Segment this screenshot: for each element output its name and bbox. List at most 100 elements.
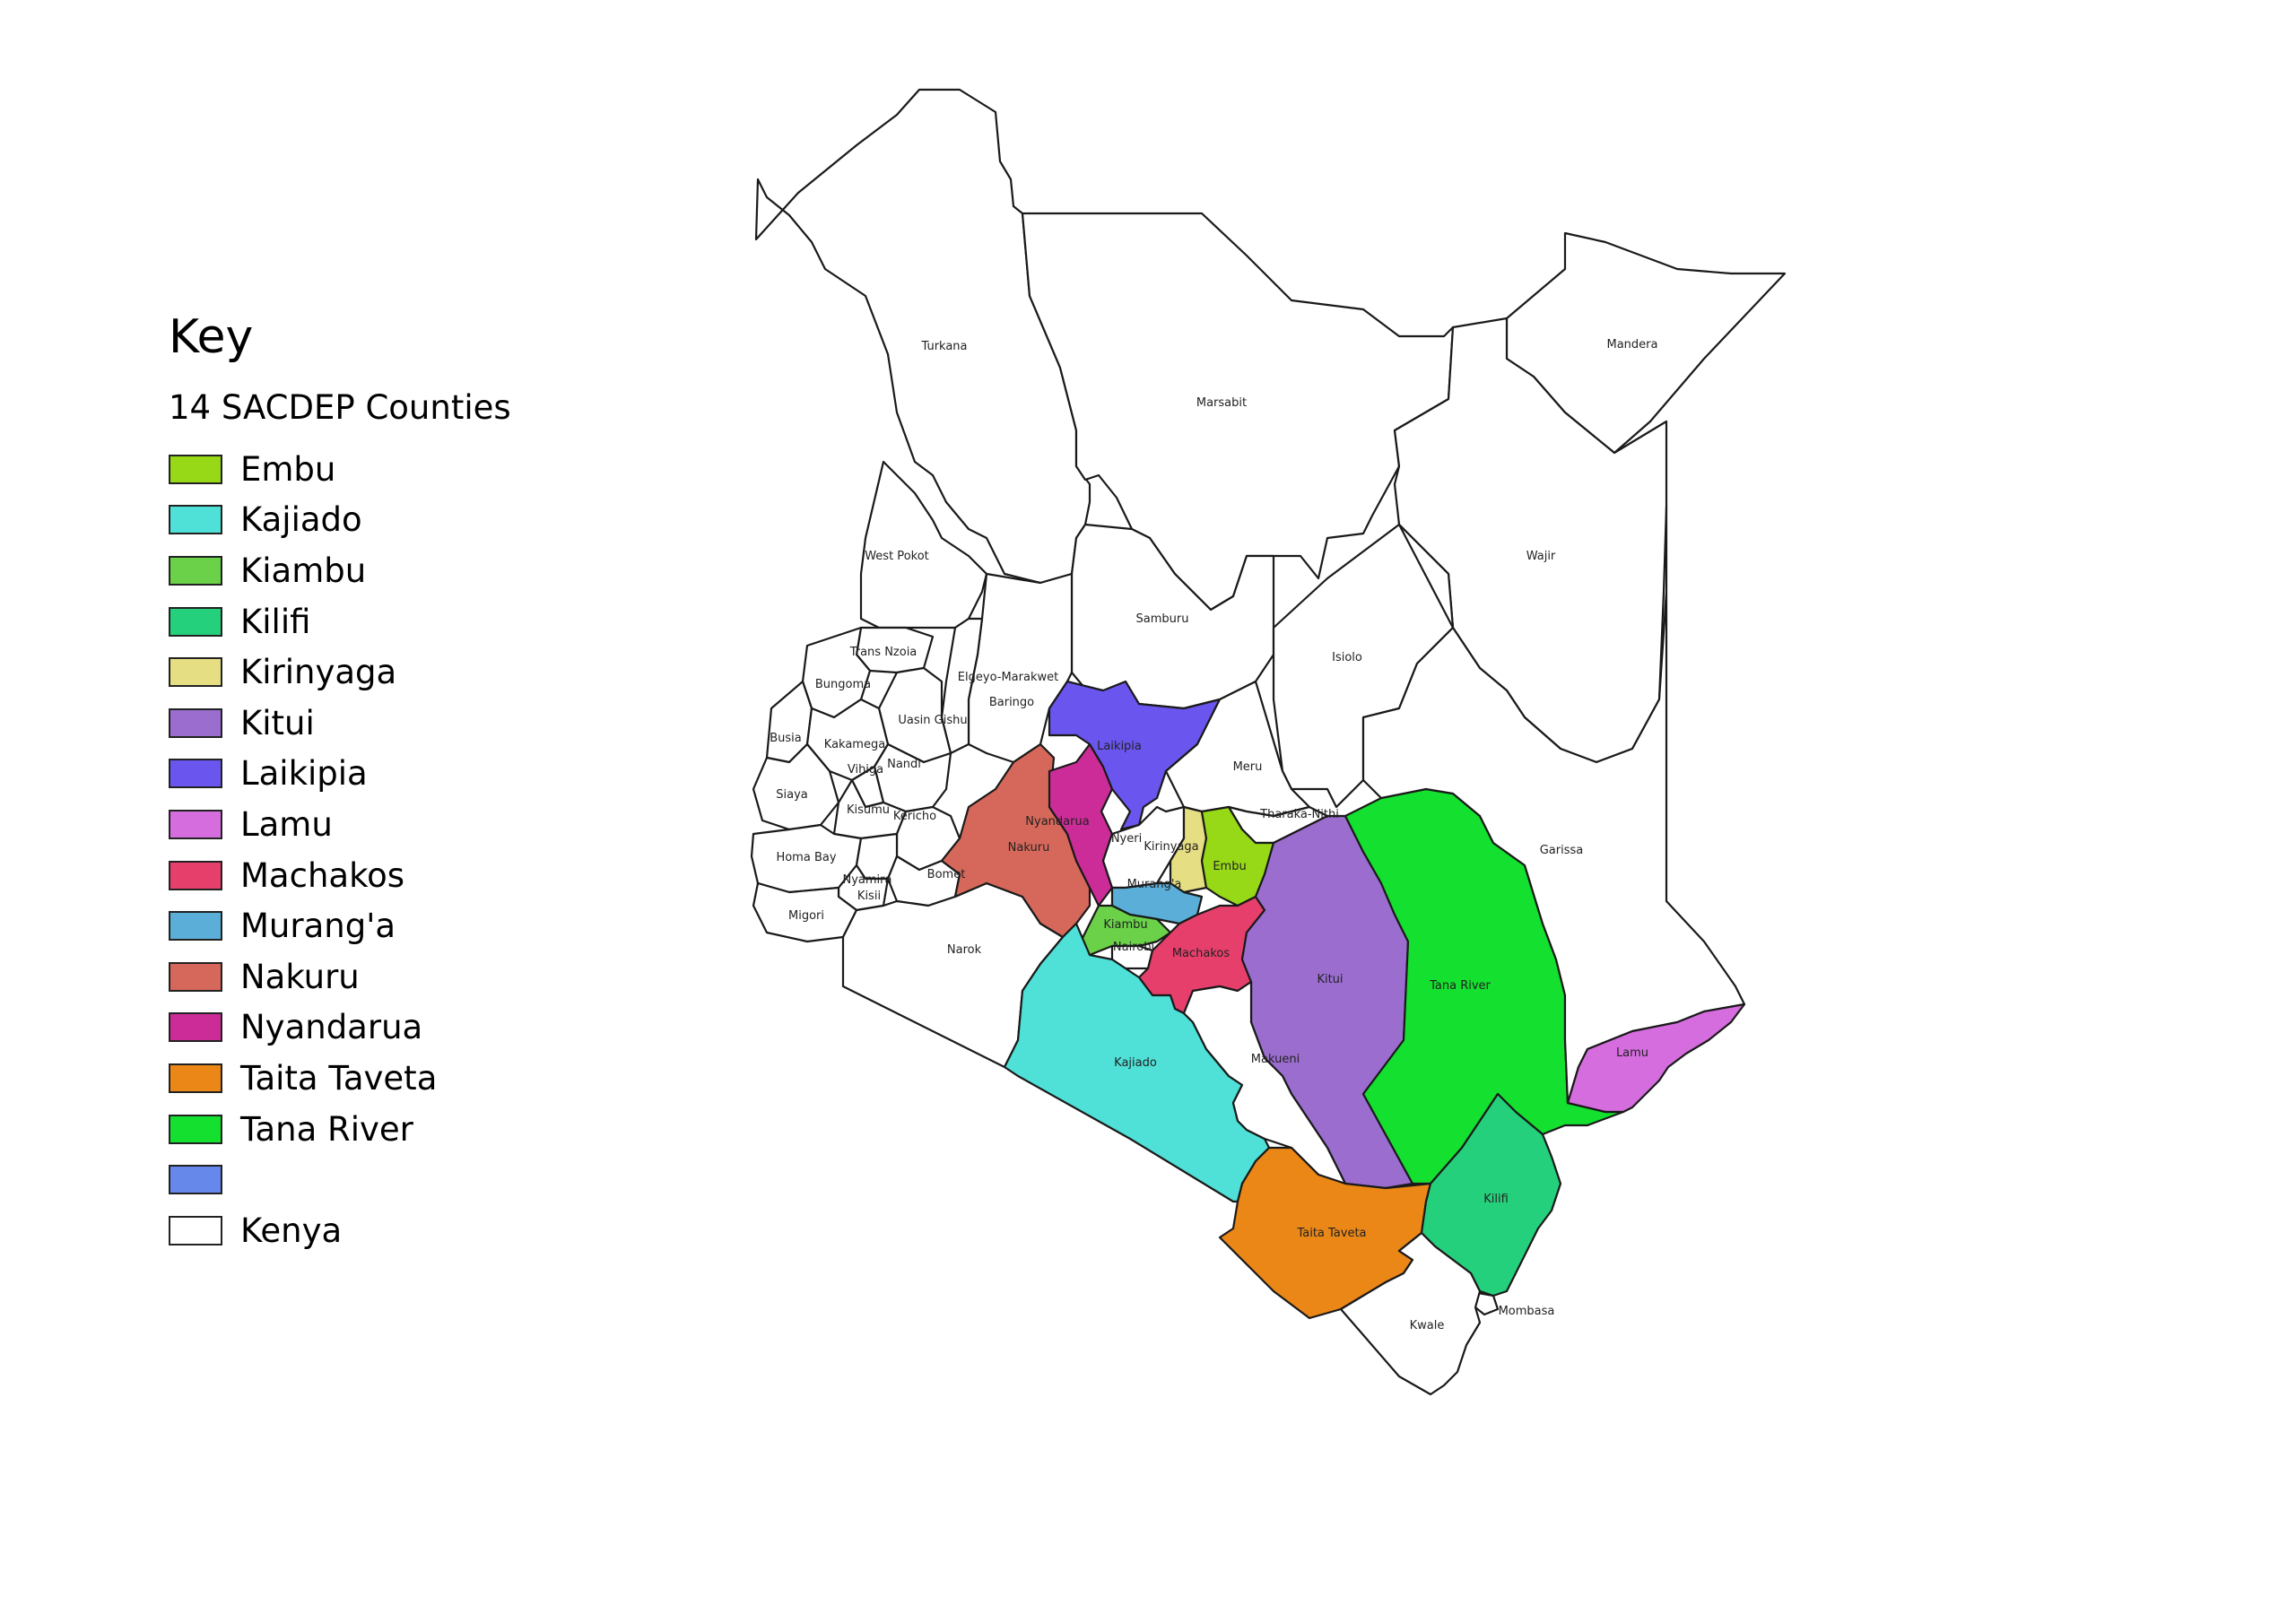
legend-swatch bbox=[169, 809, 222, 839]
label-nakuru: Nakuru bbox=[1008, 841, 1050, 855]
label-lamu: Lamu bbox=[1616, 1046, 1648, 1060]
label-bomet: Bomet bbox=[927, 868, 966, 881]
label-tharaka-nithi: Tharaka-Nithi bbox=[1259, 808, 1339, 821]
legend-swatch bbox=[169, 911, 222, 942]
label-kwale: Kwale bbox=[1410, 1319, 1445, 1332]
label-kitui: Kitui bbox=[1317, 973, 1343, 986]
label-kisii: Kisii bbox=[857, 890, 881, 903]
county-kwale bbox=[1339, 1231, 1482, 1396]
legend-swatch bbox=[169, 961, 222, 992]
county-laikipia bbox=[1048, 680, 1222, 831]
label-mombasa: Mombasa bbox=[1499, 1305, 1555, 1318]
label-isiolo: Isiolo bbox=[1332, 651, 1362, 664]
county-siaya bbox=[752, 742, 840, 831]
legend-swatch bbox=[169, 505, 222, 535]
legend-label: Kilifi bbox=[240, 602, 311, 641]
label-garissa: Garissa bbox=[1540, 844, 1584, 857]
legend-swatch bbox=[169, 707, 222, 738]
label-kirinyaga: Kirinyaga bbox=[1144, 840, 1198, 854]
legend-label: Kajiado bbox=[240, 500, 362, 540]
label-kiambu: Kiambu bbox=[1103, 918, 1147, 932]
label-busia: Busia bbox=[770, 732, 802, 745]
legend-item: Murang'a bbox=[169, 900, 635, 951]
legend-swatch bbox=[169, 1165, 222, 1195]
legend-item: Laikipia bbox=[169, 749, 635, 800]
legend-label: Embu bbox=[240, 449, 336, 489]
label-kisumu: Kisumu bbox=[847, 803, 890, 817]
label-wajir: Wajir bbox=[1526, 550, 1556, 563]
label-kilifi: Kilifi bbox=[1483, 1193, 1509, 1206]
label-laikipia: Laikipia bbox=[1097, 740, 1142, 753]
label-uasin-gishu: Uasin Gishu bbox=[898, 714, 967, 727]
label-nyamira: Nyamira bbox=[843, 873, 892, 887]
label-makueni: Makueni bbox=[1251, 1053, 1300, 1066]
label-elgeyo-marakwet: Elgeyo-Marakwet bbox=[958, 671, 1058, 684]
label-migori: Migori bbox=[788, 909, 824, 923]
map-legend: Key 14 SACDEP Counties Embu Kajiado Kiambu… bbox=[169, 314, 635, 1256]
label-kajiado: Kajiado bbox=[1114, 1056, 1157, 1070]
label-nairobi: Nairobi bbox=[1113, 941, 1154, 954]
label-samburu: Samburu bbox=[1136, 612, 1189, 626]
legend-swatch bbox=[169, 860, 222, 890]
legend-item: Embu bbox=[169, 444, 635, 495]
legend-item: Nyandarua bbox=[169, 1002, 635, 1054]
legend-item: Kajiado bbox=[169, 495, 635, 546]
county-lamu bbox=[1566, 1002, 1746, 1114]
legend-label: Kenya bbox=[240, 1211, 343, 1250]
label-muranga: Murang'a bbox=[1127, 878, 1182, 891]
legend-item: Nakuru bbox=[169, 951, 635, 1002]
legend-swatch bbox=[169, 1012, 222, 1043]
legend-label: Tana River bbox=[240, 1109, 413, 1149]
label-marsabit: Marsabit bbox=[1196, 396, 1247, 410]
label-taita-taveta: Taita Taveta bbox=[1296, 1227, 1366, 1240]
legend-item: Kenya bbox=[169, 1205, 635, 1256]
legend-item: Machakos bbox=[169, 850, 635, 901]
label-mandera: Mandera bbox=[1607, 338, 1658, 352]
label-narok: Narok bbox=[947, 943, 982, 957]
label-turkana: Turkana bbox=[920, 340, 967, 353]
legend-item: Lamu bbox=[169, 799, 635, 850]
legend-swatch bbox=[169, 657, 222, 688]
legend-swatch bbox=[169, 454, 222, 484]
label-nyandarua: Nyandarua bbox=[1025, 815, 1089, 829]
legend-items: Embu Kajiado Kiambu Kilifi Kirinyaga Kitui Lai… bbox=[169, 444, 635, 1256]
legend-item: Kirinyaga bbox=[169, 647, 635, 698]
legend-swatch bbox=[169, 1215, 222, 1245]
legend-swatch bbox=[169, 759, 222, 789]
label-meru: Meru bbox=[1233, 760, 1263, 774]
legend-group-title: 14 SACDEP Counties bbox=[169, 388, 511, 427]
legend-label: Taita Taveta bbox=[240, 1058, 438, 1098]
label-west-pokot: West Pokot bbox=[865, 550, 929, 563]
label-bungoma: Bungoma bbox=[815, 678, 871, 691]
legend-label: Murang'a bbox=[240, 907, 396, 946]
label-nandi: Nandi bbox=[887, 758, 921, 771]
legend-label: Kitui bbox=[240, 703, 315, 742]
county-marsabit bbox=[1021, 212, 1455, 612]
legend-item: Taita Taveta bbox=[169, 1053, 635, 1104]
legend-label: Machakos bbox=[240, 855, 405, 895]
legend-label: Lamu bbox=[240, 804, 333, 844]
legend-item: Kitui bbox=[169, 698, 635, 749]
legend-label: Kiambu bbox=[240, 551, 367, 590]
legend-swatch bbox=[169, 555, 222, 586]
legend-label: Nakuru bbox=[240, 957, 360, 996]
label-kericho: Kericho bbox=[893, 810, 936, 823]
label-trans-nzoia: Trans Nzoia bbox=[849, 646, 918, 659]
label-homa-bay: Homa Bay bbox=[776, 851, 836, 864]
legend-label: Kirinyaga bbox=[240, 653, 397, 692]
legend-swatch bbox=[169, 606, 222, 637]
legend-label: Nyandarua bbox=[240, 1008, 423, 1047]
county-elgeyo-marakwet bbox=[940, 617, 984, 755]
legend-label: Laikipia bbox=[240, 754, 368, 794]
label-siaya: Siaya bbox=[776, 788, 808, 802]
label-kakamega: Kakamega bbox=[824, 738, 885, 751]
label-nyeri: Nyeri bbox=[1111, 832, 1142, 846]
legend-swatch bbox=[169, 1063, 222, 1093]
label-baringo: Baringo bbox=[989, 696, 1034, 709]
label-vihiga: Vihiga bbox=[848, 763, 883, 777]
legend-swatch bbox=[169, 1114, 222, 1144]
legend-item: Tana River bbox=[169, 1104, 635, 1155]
legend-title: Key bbox=[169, 310, 254, 364]
legend-item: Kilifi bbox=[169, 596, 635, 647]
